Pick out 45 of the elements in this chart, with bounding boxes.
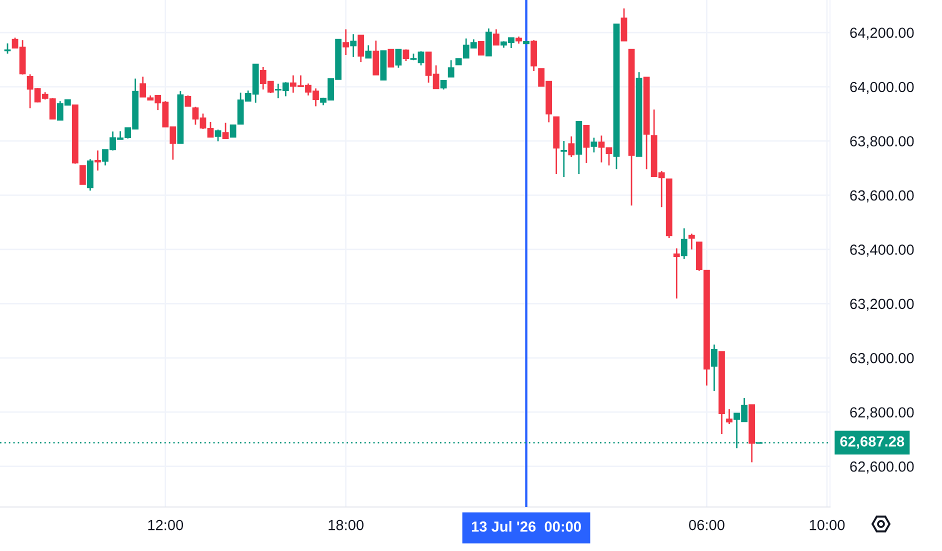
candlestick [184, 94, 192, 107]
candlestick [222, 122, 229, 140]
candlestick [673, 248, 680, 300]
candlestick [365, 44, 372, 59]
candlestick [590, 137, 598, 154]
candlestick [94, 150, 101, 172]
candlestick [388, 48, 394, 68]
candlestick [688, 233, 695, 250]
ref-line-label: 62,687.28 [840, 436, 904, 449]
y-tick-label: 62,800.00 [850, 407, 914, 420]
candlestick [80, 165, 86, 185]
candlestick [478, 40, 484, 56]
candlestick [620, 8, 628, 42]
candlestick [568, 136, 575, 158]
candlestick [342, 28, 350, 56]
x-tick-label: 06:00 [689, 520, 724, 530]
candlestick [680, 228, 688, 260]
candlestick [583, 124, 590, 164]
candlestick [372, 40, 380, 76]
y-tick-label: 63,800.00 [850, 136, 914, 148]
candlestick [606, 147, 612, 166]
candlestick [448, 59, 454, 78]
candlestick [395, 48, 402, 68]
candlestick [598, 134, 605, 164]
y-tick-label: 64,200.00 [850, 28, 914, 40]
candlestick [140, 76, 146, 98]
candlestick [560, 140, 568, 178]
x-tick-label: 12:00 [148, 520, 184, 530]
candlestick [711, 344, 718, 392]
candlestick [358, 34, 364, 63]
x-tick-label: 10:00 [810, 520, 845, 530]
candlestick [493, 28, 500, 46]
candlestick [726, 408, 732, 425]
y-tick-label: 63,000.00 [850, 352, 914, 366]
y-tick-label: 63,400.00 [850, 244, 914, 257]
candlestick [214, 128, 222, 142]
y-tick-label: 63,200.00 [850, 298, 914, 311]
y-tick-label: 63,600.00 [850, 190, 914, 202]
y-tick-label: 62,600.00 [850, 461, 914, 474]
candlestick [230, 124, 236, 138]
x-tick-label: 18:00 [328, 520, 364, 530]
candlestick [485, 28, 492, 57]
y-tick-label: 64,000.00 [850, 82, 914, 94]
ref-line-label: 13 Jul '26 00:00 [472, 521, 581, 532]
candlestick [350, 33, 357, 58]
